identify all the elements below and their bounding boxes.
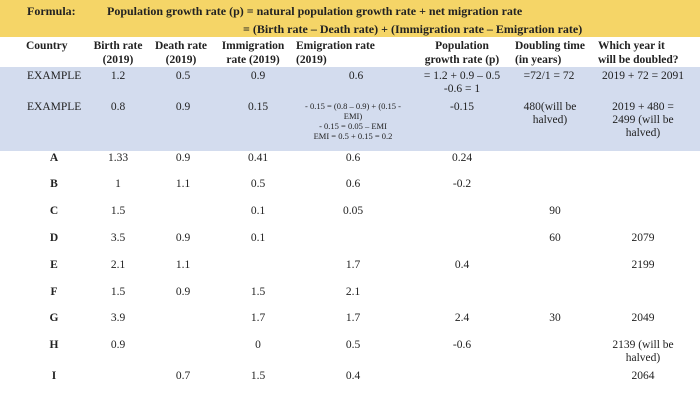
row-B-emigration: 0.6 — [345, 178, 361, 190]
header-growth-rate: Population growth rate (p) — [424, 40, 500, 66]
formula-line-2: = (Birth rate – Death rate) + (Immigrati… — [243, 22, 583, 36]
row-C-birth: 1.5 — [110, 205, 126, 217]
row-I-death: 0.7 — [175, 370, 191, 382]
example-2-immigration: 0.15 — [247, 101, 269, 113]
row-E-emigration: 1.7 — [345, 259, 361, 271]
header-birth-rate: Birth rate (2019) — [93, 40, 143, 66]
example-rows-band — [0, 67, 700, 151]
row-F-emigration: 2.1 — [345, 286, 361, 298]
header-double-year: Which year it will be doubled? — [598, 40, 679, 66]
example-2-doubling: 480(will be halved) — [523, 101, 577, 126]
table-header — [0, 37, 700, 67]
header-immigration-rate: Immigration rate (2019) — [221, 40, 285, 66]
example-2-growth: -0.15 — [450, 101, 474, 113]
row-H-emigration: 0.5 — [345, 339, 361, 351]
row-B-immigration: 0.5 — [250, 178, 266, 190]
example-2-year: 2019 + 480 = 2499 (will be halved) — [612, 101, 674, 139]
formula-line-1: Population growth rate (p) = natural pop… — [107, 4, 523, 18]
row-A-death: 0.9 — [175, 152, 191, 164]
row-C-country: C — [49, 205, 59, 217]
row-H-year: 2139 (will be halved) — [612, 339, 674, 364]
example-1-birth: 1.2 — [110, 70, 126, 82]
row-G-immigration: 1.7 — [250, 312, 266, 324]
row-A-emigration: 0.6 — [345, 152, 361, 164]
row-D-doubling: 60 — [549, 232, 561, 244]
row-A-growth: 0.24 — [451, 152, 473, 164]
example-1-year: 2019 + 72 = 2091 — [602, 70, 684, 82]
row-B-country: B — [50, 178, 58, 190]
row-I-year: 2064 — [631, 370, 655, 382]
row-G-doubling: 30 — [549, 312, 561, 324]
row-C-doubling: 90 — [549, 205, 561, 217]
row-D-death: 0.9 — [175, 232, 191, 244]
header-doubling-time: Doubling time (in years) — [515, 40, 585, 66]
row-C-emigration: 0.05 — [342, 205, 364, 217]
formula-label: Formula: — [27, 4, 76, 18]
row-D-year: 2079 — [631, 232, 655, 244]
row-H-growth: -0.6 — [452, 339, 472, 351]
row-A-birth: 1.33 — [107, 152, 129, 164]
row-G-year: 2049 — [631, 312, 655, 324]
row-I-country: I — [51, 370, 57, 382]
row-I-immigration: 1.5 — [250, 370, 266, 382]
example-1-death: 0.5 — [175, 70, 191, 82]
row-B-death: 1.1 — [175, 178, 191, 190]
example-2-country: EXAMPLE — [27, 101, 82, 113]
example-1-doubling: =72/1 = 72 — [523, 70, 575, 82]
example-2-death: 0.9 — [175, 101, 191, 113]
row-E-country: E — [50, 259, 58, 271]
header-country: Country — [26, 40, 68, 52]
row-I-emigration: 0.4 — [345, 370, 361, 382]
row-D-country: D — [49, 232, 59, 244]
example-2-birth: 0.8 — [110, 101, 126, 113]
row-C-immigration: 0.1 — [250, 205, 266, 217]
row-A-country: A — [49, 152, 59, 164]
row-F-death: 0.9 — [175, 286, 191, 298]
row-E-growth: 0.4 — [454, 259, 470, 271]
row-G-country: G — [49, 312, 59, 324]
row-H-birth: 0.9 — [110, 339, 126, 351]
header-emigration-rate: Emigration rate (2019) — [296, 40, 375, 66]
example-1-emigration: 0.6 — [348, 70, 364, 82]
row-B-birth: 1 — [115, 178, 121, 190]
row-A-immigration: 0.41 — [247, 152, 269, 164]
row-E-death: 1.1 — [175, 259, 191, 271]
row-F-country: F — [50, 286, 58, 298]
row-G-growth: 2.4 — [454, 312, 470, 324]
row-E-birth: 2.1 — [110, 259, 126, 271]
row-D-birth: 3.5 — [110, 232, 126, 244]
row-E-year: 2199 — [631, 259, 655, 271]
row-F-birth: 1.5 — [110, 286, 126, 298]
header-death-rate: Death rate (2019) — [154, 40, 208, 66]
row-G-emigration: 1.7 — [345, 312, 361, 324]
example-1-growth: = 1.2 + 0.9 – 0.5 -0.6 = 1 — [423, 70, 501, 95]
example-1-country: EXAMPLE — [27, 70, 82, 82]
row-H-country: H — [49, 339, 59, 351]
formula-banner — [0, 0, 700, 37]
row-B-growth: -0.2 — [452, 178, 472, 190]
row-F-immigration: 1.5 — [250, 286, 266, 298]
row-G-birth: 3.9 — [110, 312, 126, 324]
example-1-immigration: 0.9 — [250, 70, 266, 82]
example-2-emigration: - 0.15 = (0.8 – 0.9) + (0.15 - EMI) - 0.15… — [305, 101, 401, 141]
row-H-immigration: 0 — [255, 339, 261, 351]
row-D-immigration: 0.1 — [250, 232, 266, 244]
